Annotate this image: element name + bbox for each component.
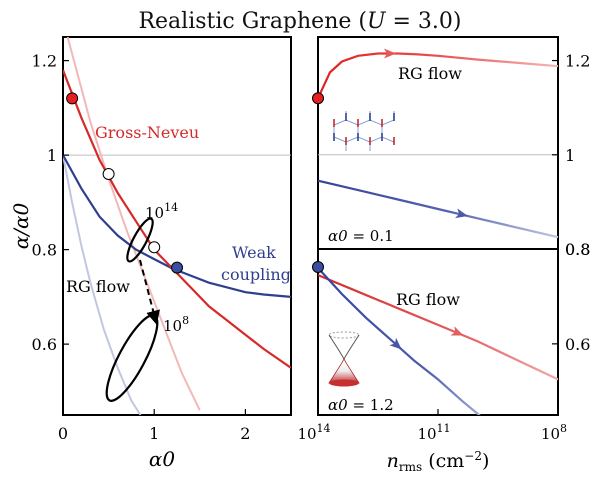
top-right-y-tick-label: 0.8 [565,240,590,259]
bottom-right-x-tick-label: 108 [541,422,567,443]
alpha0-label-bottom: α0 = 1.2 [328,396,394,414]
rg-flow-label-left: RG flow [66,277,130,296]
left-marker-3 [171,261,183,274]
bottom-right-x-tick-label: 1011 [417,422,450,443]
rg-flow-arrow-dashed [139,259,160,325]
left-y-tick-label: 1 [47,146,57,165]
figure-title: Realistic Graphene (U = 3.0) [138,9,461,34]
bottom-right-x-tick-label: 1014 [297,422,330,443]
left-x-tick-label: 0 [58,424,68,443]
bottom-right-marker [312,261,324,274]
left-x-axis-label: α0 [149,447,176,471]
left-x-tick-label: 1 [149,424,159,443]
left-panel: 0 1 20.60.811.2 Gross-Neveu Weak coupling … [9,36,292,471]
top-right-blue-line [317,179,559,239]
left-x-tick-label: 2 [240,424,250,443]
left-y-tick-label: 0.8 [32,241,57,260]
spin-lattice-illustration [333,111,395,151]
bottom-right-blue-line [318,267,481,415]
left-y-axis-label: α/α0 [9,202,33,249]
bottom-right-blue-arrow [389,337,402,350]
weak-coupling-label-2: coupling [221,265,291,284]
bottom-right-y-tick-label: 0.6 [565,335,590,354]
top-right-y-tick-label: 1.2 [565,52,590,71]
bottom-right-red-line [318,274,558,381]
top-right-panel: 0.8 1 1.2 RG flow α0 = 0.1 [312,36,590,259]
left-plot-frame [62,36,292,416]
gross-neveu-label: Gross-Neveu [95,123,199,142]
rg-flow-label-bottom: RG flow [396,290,460,309]
left-marker-2 [148,241,161,254]
left-marker-1 [102,168,115,181]
left-series-line-2 [66,37,201,411]
bottom-right-y-tick-label: 0.8 [565,240,590,259]
weak-coupling-label-1: Weak [232,243,276,262]
ellipse-1e8 [105,314,159,402]
scale-label-1e8: 108 [163,314,189,335]
top-right-red-line [317,52,559,99]
top-right-red-arrow [384,48,396,59]
scale-label-1e14: 1014 [145,201,178,222]
bottom-right-red-arrow [450,326,464,336]
ellipse-1e14 [126,217,154,263]
left-y-tick-label: 0.6 [32,335,57,354]
left-marker-0 [66,92,79,105]
right-x-axis-label: nrms (cm−2) [387,449,490,474]
bottom-right-plot-frame [317,248,559,416]
alpha0-label-top: α0 = 0.1 [328,227,394,245]
rg-flow-label-top: RG flow [398,64,462,83]
dirac-cone-illustration [328,331,360,387]
top-right-blue-arrow [455,208,468,219]
bottom-right-panel: 0.6 0.8 1014 1011 108 RG flow α0 = 1.2 nrms … [297,240,590,474]
top-right-y-tick-label: 1 [565,146,575,165]
left-series-line-3 [63,154,142,415]
top-right-marker [312,92,324,105]
left-y-tick-label: 1.2 [32,52,57,71]
